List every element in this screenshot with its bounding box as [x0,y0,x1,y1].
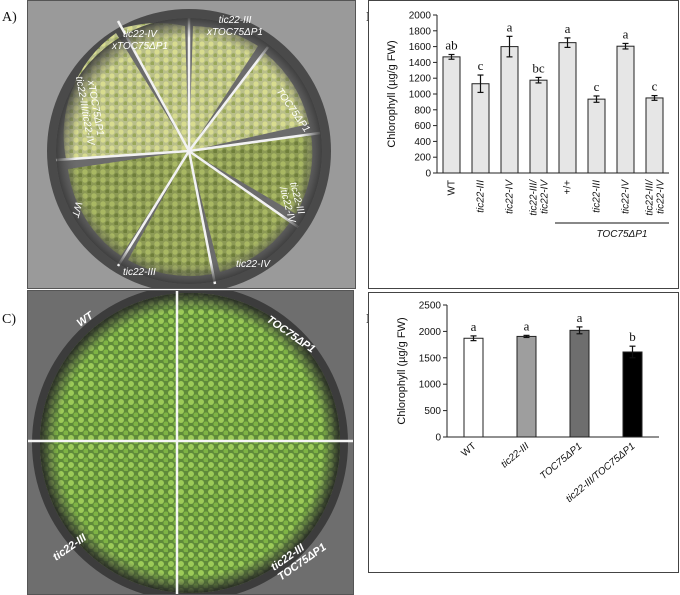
plate-c-image: WT TOC75ΔP1 tic22-III tic22-IIITOC75ΔP1 [28,291,353,594]
y-tick-label: 2000 [409,11,432,22]
category-line: tic22-III/ [645,179,656,216]
bar [616,45,635,174]
y-axis-title: Chlorophyll (µg/g FW) [386,40,398,147]
bar [569,329,590,438]
y-tick-label: 0 [425,169,431,180]
plate-a-photo: tic22-IV xTOC75ΔP1 tic22-III xTOC75ΔP1 TOC… [27,0,356,289]
significance-label: a [507,19,513,34]
significance-label: a [565,21,571,36]
y-tick-label: 1600 [409,42,432,53]
plate-c-photo: WT TOC75ΔP1 tic22-III tic22-IIITOC75ΔP1 [27,290,354,595]
bar [500,46,519,174]
chart-d: 0 500 1000 1500 2000 2500 Chlorophyll (µg/g FW… [396,301,659,505]
chart-d-frame: 0 500 1000 1500 2000 2500 Chlorophyll (µg/g FW… [368,292,679,573]
significance-label: ab [445,38,457,53]
y-tick-label: 2000 [419,327,442,338]
significance-label: a [577,310,583,325]
y-tick-label: 1000 [419,380,442,391]
bar [442,56,461,174]
chart-b-frame: 0 200 400 600 800 1000 1200 1400 1600 1800 2000 Chl… [368,0,679,289]
y-tick-label: 800 [414,105,431,116]
plate-a-label-2: tic22-III xTOC75ΔP1 [206,15,263,38]
significance-label: c [594,79,600,94]
x-category-label: tic22-III [592,180,603,213]
bar [463,337,484,438]
x-category-label: WT [447,180,458,196]
x-category-label: tic22-IV [621,179,632,214]
y-tick-label: 2500 [419,301,442,312]
plate-a-label-6: tic22-III [123,267,156,278]
bar [558,42,577,174]
x-category-label: tic22-III/tic22-IV [645,179,667,216]
y-tick-label: 1200 [409,74,432,85]
y-tick-label: 400 [414,137,431,148]
plate-a-image: tic22-IV xTOC75ΔP1 tic22-III xTOC75ΔP1 TOC… [28,1,355,288]
bar [622,351,643,438]
x-category-label: +/+ [563,180,574,195]
y-tick-label: 200 [414,153,431,164]
significance-label: bc [532,60,545,75]
y-tick-label: 1400 [409,58,432,69]
plate-a-label-1: tic22-IV xTOC75ΔP1 [111,29,168,52]
y-axis-title: Chlorophyll (µg/g FW) [396,317,408,424]
y-tick-label: 1500 [419,353,442,364]
significance-label: b [629,329,636,344]
x-category-label: tic22-IV [505,179,516,214]
panel-label-c: C) [2,312,16,327]
significance-label: a [623,26,629,41]
y-tick-label: 0 [435,433,441,444]
x-category-label: TOC75ΔP1 [538,441,584,482]
bar [471,83,490,174]
group-label: TOC75ΔP1 [597,229,648,240]
y-tick-label: 1000 [409,90,432,101]
plate-a-label-5: tic22-IV [236,259,271,270]
chart-b: 0 200 400 600 800 1000 1200 1400 1600 1800 2000 Chl… [386,11,669,240]
panel-label-a: A) [2,10,17,25]
significance-label: a [471,319,477,334]
bar [645,97,664,174]
x-category-label: tic22-III [476,180,487,213]
y-tick-label: 600 [414,121,431,132]
y-tick-label: 500 [424,406,441,417]
bar [587,98,606,174]
plate-a-label-7: WT [69,200,84,219]
bar [529,79,548,174]
category-line: tic22-IV [540,179,551,214]
significance-label: c [652,79,658,94]
x-category-label: tic22-III [499,441,531,471]
x-category-label: WT [459,441,478,459]
significance-label: a [524,318,530,333]
x-category-label: tic22-III/tic22-IV [529,179,551,216]
significance-label: c [478,58,484,73]
y-tick-label: 1800 [409,26,432,37]
bar [516,335,537,438]
category-line: tic22-IV [656,179,667,214]
category-line: tic22-III/ [529,179,540,216]
